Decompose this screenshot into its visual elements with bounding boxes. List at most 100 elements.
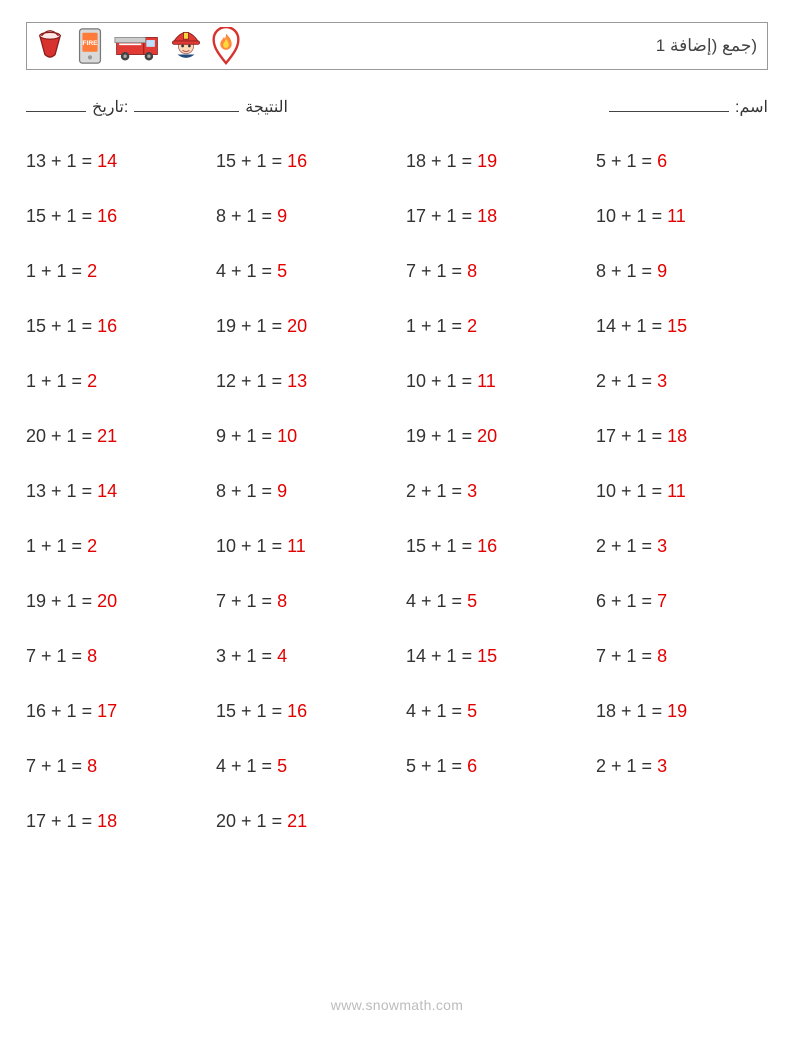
operand-a: 3 [216, 646, 226, 666]
operand-b: 1 [247, 426, 257, 446]
problem-cell: 15 + 1 = 16 [216, 151, 388, 172]
problem-cell: 10 + 1 = 11 [596, 481, 768, 502]
answer: 8 [277, 591, 287, 611]
answer: 3 [657, 371, 667, 391]
operand-b: 1 [437, 261, 447, 281]
problem-cell: 14 + 1 = 15 [596, 316, 768, 337]
operand-b: 1 [257, 536, 267, 556]
equals: = [267, 701, 288, 721]
equals: = [67, 646, 88, 666]
operand-b: 1 [257, 701, 267, 721]
operator: + [226, 481, 247, 501]
operator: + [616, 481, 637, 501]
operand-b: 1 [627, 536, 637, 556]
operand-a: 19 [26, 591, 46, 611]
operator: + [606, 536, 627, 556]
operand-a: 4 [216, 261, 226, 281]
problem-cell: 15 + 1 = 16 [406, 536, 578, 557]
operand-b: 1 [447, 536, 457, 556]
answer: 9 [657, 261, 667, 281]
answer: 2 [467, 316, 477, 336]
answer: 16 [477, 536, 497, 556]
operand-b: 1 [257, 316, 267, 336]
problem-cell [596, 811, 768, 832]
problem-cell: 4 + 1 = 5 [216, 756, 388, 777]
equals: = [267, 151, 288, 171]
operand-a: 4 [406, 591, 416, 611]
operator: + [36, 261, 57, 281]
operand-b: 1 [247, 756, 257, 776]
equals: = [647, 206, 668, 226]
operand-a: 17 [26, 811, 46, 831]
answer: 3 [657, 536, 667, 556]
operand-b: 1 [627, 756, 637, 776]
answer: 11 [477, 371, 496, 391]
operand-a: 10 [596, 481, 616, 501]
operand-a: 17 [406, 206, 426, 226]
operand-a: 1 [26, 536, 36, 556]
answer: 3 [467, 481, 477, 501]
equals: = [77, 701, 98, 721]
operator: + [36, 646, 57, 666]
operator: + [426, 206, 447, 226]
operand-a: 18 [596, 701, 616, 721]
answer: 16 [287, 701, 307, 721]
equals: = [77, 151, 98, 171]
operator: + [426, 536, 447, 556]
operand-a: 13 [26, 151, 46, 171]
answer: 15 [667, 316, 687, 336]
firefighter-icon [169, 27, 203, 65]
problem-cell: 2 + 1 = 3 [596, 756, 768, 777]
problem-cell: 13 + 1 = 14 [26, 151, 198, 172]
operator: + [416, 316, 437, 336]
operand-b: 1 [447, 426, 457, 446]
operand-b: 1 [627, 646, 637, 666]
operand-b: 1 [67, 811, 77, 831]
problem-cell: 18 + 1 = 19 [596, 701, 768, 722]
problem-cell: 1 + 1 = 2 [26, 261, 198, 282]
operand-a: 1 [26, 261, 36, 281]
answer: 20 [97, 591, 117, 611]
operand-b: 1 [437, 701, 447, 721]
problem-cell: 17 + 1 = 18 [26, 811, 198, 832]
problem-cell: 1 + 1 = 2 [406, 316, 578, 337]
operator: + [36, 371, 57, 391]
equals: = [67, 756, 88, 776]
operand-b: 1 [247, 206, 257, 226]
worksheet-header: FIRE [26, 22, 768, 70]
operator: + [416, 756, 437, 776]
operand-b: 1 [257, 151, 267, 171]
operand-a: 7 [406, 261, 416, 281]
operator: + [236, 316, 257, 336]
operand-b: 1 [447, 206, 457, 226]
operator: + [36, 756, 57, 776]
answer: 7 [657, 591, 667, 611]
answer: 11 [667, 481, 686, 501]
answer: 2 [87, 261, 97, 281]
equals: = [447, 701, 468, 721]
answer: 5 [467, 591, 477, 611]
operand-a: 8 [596, 261, 606, 281]
problem-cell: 9 + 1 = 10 [216, 426, 388, 447]
operator: + [606, 151, 627, 171]
operand-b: 1 [437, 591, 447, 611]
equals: = [447, 756, 468, 776]
operand-b: 1 [57, 371, 67, 391]
operator: + [606, 261, 627, 281]
equals: = [77, 811, 98, 831]
equals: = [267, 316, 288, 336]
operator: + [616, 426, 637, 446]
footer-url: www.snowmath.com [0, 997, 794, 1013]
operator: + [46, 151, 67, 171]
operand-b: 1 [57, 646, 67, 666]
problem-cell: 5 + 1 = 6 [596, 151, 768, 172]
answer: 5 [467, 701, 477, 721]
operand-a: 20 [26, 426, 46, 446]
equals: = [447, 261, 468, 281]
operand-b: 1 [637, 206, 647, 226]
operator: + [616, 701, 637, 721]
equals: = [457, 536, 478, 556]
operand-b: 1 [247, 591, 257, 611]
operand-a: 19 [216, 316, 236, 336]
date-blank [26, 96, 86, 112]
